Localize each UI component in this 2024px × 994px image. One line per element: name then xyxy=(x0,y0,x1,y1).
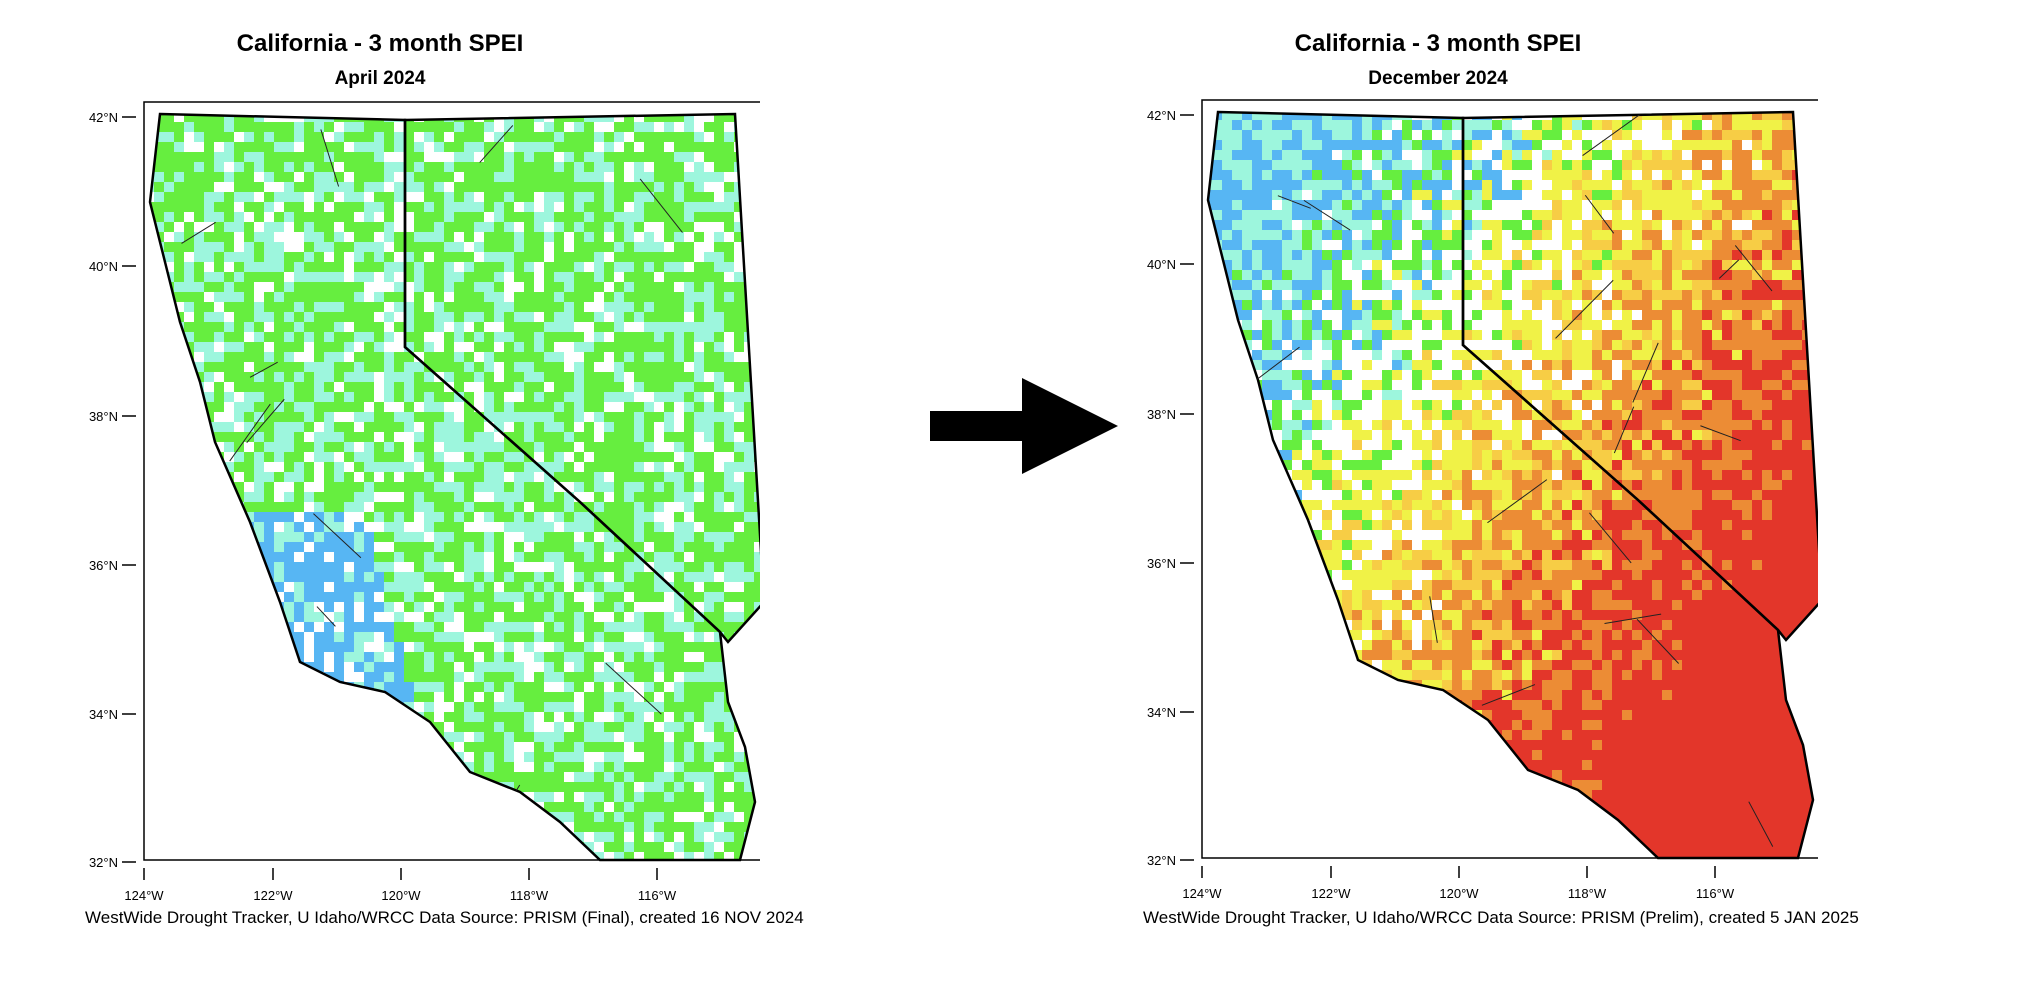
latitude-label: 32°N xyxy=(89,855,118,870)
panel-title: California - 3 month SPEI xyxy=(1294,30,1582,57)
spei-map: 32°N 34°N 36°N 38°N 40°N 42°N 124°W 122°W 120°W… xyxy=(89,101,760,903)
data-credit: WestWide Drought Tracker, U Idaho/WRCC D… xyxy=(85,908,804,927)
latitude-label: 34°N xyxy=(1147,705,1176,720)
map-frame xyxy=(143,101,760,861)
panel-title: California - 3 month SPEI xyxy=(236,30,524,57)
latitude-label: 36°N xyxy=(89,558,118,573)
latitude-axis: 32°N 34°N 36°N 38°N 40°N 42°N xyxy=(89,110,136,870)
latitude-label: 40°N xyxy=(1147,257,1176,272)
longitude-label: 124°W xyxy=(124,888,164,903)
map-frame xyxy=(1201,99,1818,859)
latitude-label: 42°N xyxy=(1147,108,1176,123)
latitude-label: 42°N xyxy=(89,110,118,125)
data-credit: WestWide Drought Tracker, U Idaho/WRCC D… xyxy=(1143,908,1859,927)
map-panel-december: California - 3 month SPEI December 2024 … xyxy=(1058,0,1859,994)
longitude-label: 124°W xyxy=(1182,886,1222,901)
map-panel-april: California - 3 month SPEI April 2024 32°… xyxy=(0,0,804,994)
panel-subtitle: December 2024 xyxy=(1368,68,1508,89)
longitude-label: 116°W xyxy=(1696,886,1735,901)
latitude-label: 38°N xyxy=(1147,407,1176,422)
state-borders xyxy=(1206,110,1818,860)
longitude-axis: 124°W 122°W 120°W 118°W 116°W xyxy=(124,868,677,903)
longitude-label: 122°W xyxy=(253,888,293,903)
longitude-label: 122°W xyxy=(1311,886,1351,901)
longitude-label: 118°W xyxy=(1568,886,1607,901)
longitude-label: 120°W xyxy=(1439,886,1479,901)
spei-map: 32°N 34°N 36°N 38°N 40°N 42°N 124°W 122°W 120°W… xyxy=(1147,99,1818,901)
latitude-label: 32°N xyxy=(1147,853,1176,868)
latitude-label: 34°N xyxy=(89,707,118,722)
latitude-label: 36°N xyxy=(1147,556,1176,571)
longitude-label: 120°W xyxy=(381,888,421,903)
latitude-label: 40°N xyxy=(89,259,118,274)
latitude-axis: 32°N 34°N 36°N 38°N 40°N 42°N xyxy=(1147,108,1194,868)
longitude-label: 118°W xyxy=(510,888,549,903)
right-arrow-icon xyxy=(930,378,1118,474)
panel-subtitle: April 2024 xyxy=(334,68,426,89)
latitude-label: 38°N xyxy=(89,409,118,424)
longitude-label: 116°W xyxy=(638,888,677,903)
longitude-axis: 124°W 122°W 120°W 118°W 116°W xyxy=(1182,866,1735,901)
